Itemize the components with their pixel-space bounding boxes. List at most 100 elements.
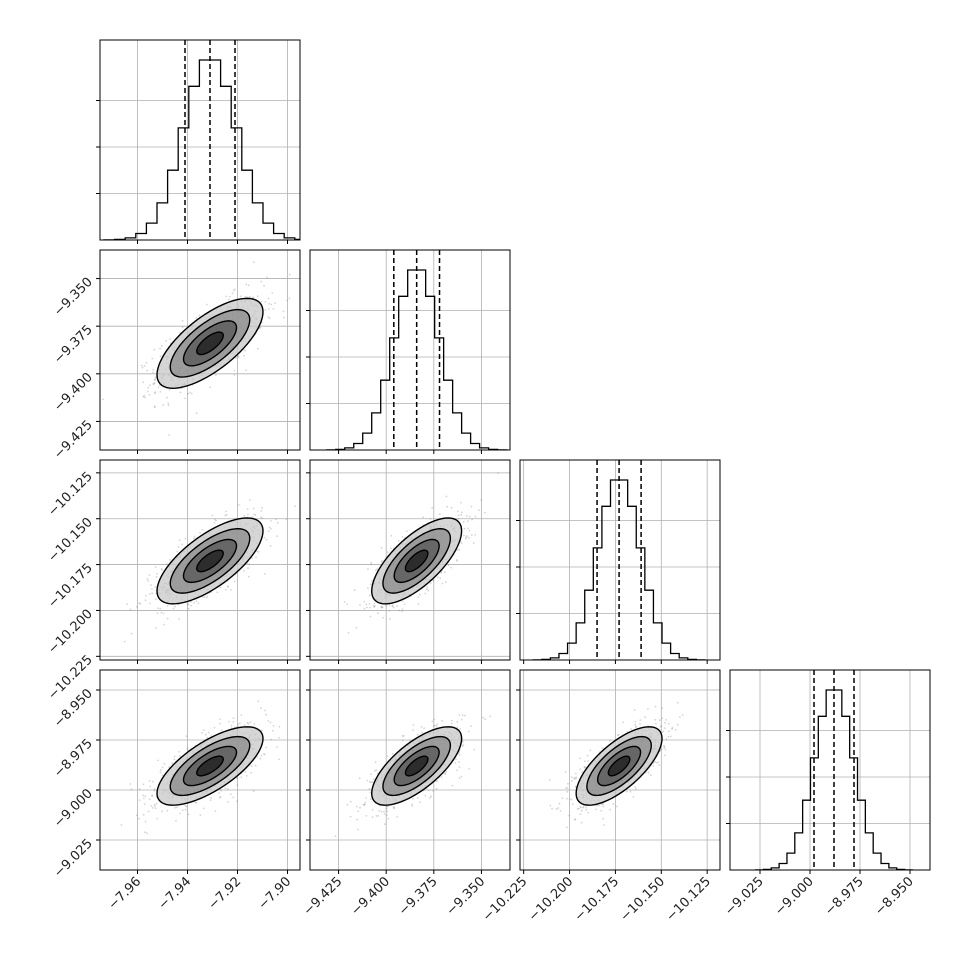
- scatter-point: [288, 297, 291, 300]
- scatter-point: [154, 585, 157, 588]
- scatter-point: [154, 391, 157, 394]
- contour-line: [371, 517, 463, 605]
- scatter-point: [267, 720, 270, 722]
- scatter-point: [153, 789, 156, 792]
- scatter-point: [396, 605, 398, 607]
- scatter-point: [231, 292, 234, 295]
- scatter-point: [215, 374, 217, 376]
- scatter-point: [371, 580, 373, 582]
- scatter-point: [377, 815, 380, 817]
- scatter-point: [147, 580, 149, 582]
- scatter-point: [267, 297, 270, 300]
- scatter-point: [175, 819, 177, 822]
- scatter-point: [268, 317, 271, 320]
- scatter-point: [159, 347, 162, 350]
- scatter-point: [362, 803, 365, 806]
- scatter-point: [392, 807, 395, 810]
- scatter-point: [240, 714, 243, 716]
- scatter-point: [667, 735, 670, 738]
- scatter-point: [146, 578, 149, 580]
- scatter-point: [389, 618, 391, 620]
- scatter-point: [366, 606, 368, 609]
- scatter-point: [468, 515, 471, 518]
- scatter-point: [353, 589, 356, 592]
- scatter-point: [430, 795, 432, 798]
- scatter-point: [386, 810, 389, 813]
- scatter-point: [199, 531, 202, 534]
- scatter-point: [457, 518, 460, 520]
- scatter-point: [427, 789, 430, 792]
- scatter-point: [130, 788, 133, 791]
- scatter-point: [268, 308, 270, 310]
- scatter-point: [140, 364, 143, 367]
- scatter-point: [343, 601, 346, 603]
- scatter-point: [378, 809, 381, 812]
- scatter-point: [364, 801, 367, 804]
- scatter-point: [159, 607, 162, 610]
- scatter-point: [472, 542, 475, 544]
- scatter-point: [159, 771, 162, 774]
- scatter-point: [405, 530, 408, 532]
- density-fill: [196, 756, 224, 776]
- scatter-point: [211, 514, 214, 517]
- scatter-point: [381, 606, 383, 609]
- scatter-point: [246, 508, 249, 510]
- scatter-point: [152, 383, 155, 385]
- scatter-point: [470, 505, 473, 508]
- scatter-point: [429, 797, 431, 799]
- scatter-point: [383, 810, 385, 813]
- scatter-point: [179, 755, 181, 757]
- scatter-point: [468, 768, 471, 770]
- scatter-panel-1-0: [96, 249, 301, 454]
- scatter-point: [458, 766, 461, 768]
- scatter-point: [254, 514, 257, 516]
- scatter-point: [246, 721, 249, 724]
- scatter-point: [240, 776, 243, 778]
- scatter-point: [663, 747, 666, 749]
- scatter-point: [386, 814, 388, 817]
- scatter-point: [411, 803, 414, 806]
- contour-line: [156, 297, 264, 389]
- scatter-point: [190, 600, 193, 603]
- scatter-point: [423, 727, 426, 730]
- scatter-point: [264, 709, 266, 712]
- scatter-point: [177, 546, 180, 548]
- scatter-point: [583, 765, 586, 768]
- scatter-point: [471, 518, 473, 521]
- scatter-point: [385, 807, 388, 810]
- contour-line: [196, 549, 224, 573]
- scatter-point: [294, 505, 296, 508]
- scatter-point: [367, 587, 369, 589]
- scatter-point: [369, 798, 372, 801]
- scatter-point: [154, 377, 157, 379]
- scatter-point: [237, 355, 240, 357]
- scatter-point: [156, 572, 159, 575]
- scatter-point: [214, 518, 217, 521]
- scatter-point: [450, 506, 453, 509]
- density-fill: [196, 332, 224, 355]
- scatter-point: [168, 434, 170, 436]
- scatter-point: [334, 835, 337, 838]
- panel-frame: [99, 459, 301, 661]
- scatter-point: [237, 356, 240, 358]
- scatter-point: [461, 745, 464, 747]
- scatter-point: [416, 797, 419, 799]
- scatter-point: [172, 607, 175, 610]
- scatter-point: [663, 727, 666, 729]
- scatter-point: [147, 386, 150, 389]
- scatter-point: [143, 831, 146, 834]
- scatter-point: [206, 736, 209, 739]
- scatter-point: [654, 705, 657, 708]
- scatter-point: [278, 758, 280, 761]
- scatter-point: [237, 723, 240, 726]
- scatter-point: [574, 818, 577, 821]
- scatter-point: [210, 797, 213, 799]
- scatter-point: [233, 288, 236, 291]
- scatter-point: [283, 316, 285, 319]
- scatter-point: [236, 800, 239, 803]
- scatter-point: [232, 289, 235, 292]
- scatter-point: [577, 807, 580, 810]
- scatter-point: [232, 796, 235, 799]
- density-fill: [405, 550, 428, 572]
- scatter-point: [260, 707, 262, 710]
